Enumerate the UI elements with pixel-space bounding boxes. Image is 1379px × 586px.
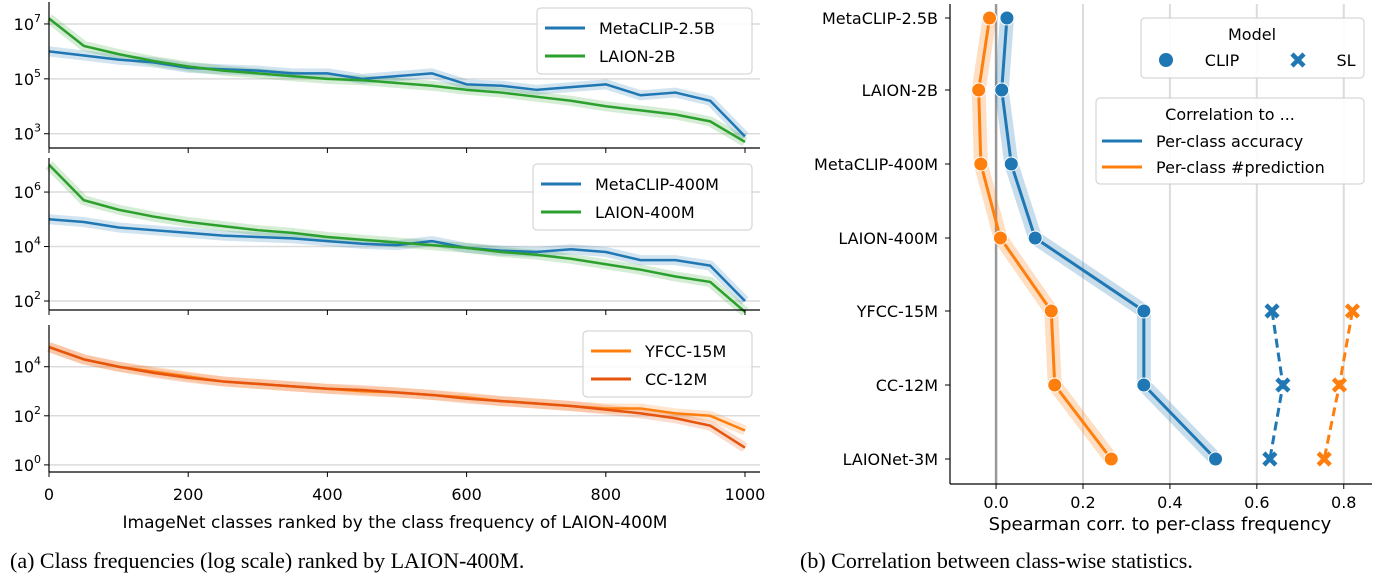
data-point	[1027, 230, 1043, 246]
data-point	[1003, 156, 1019, 172]
data-point	[1103, 451, 1119, 467]
data-point-x	[1331, 377, 1347, 393]
caption-b: (b) Correlation between class-wise stati…	[800, 548, 1193, 573]
legend-model-title: Model	[1228, 25, 1276, 44]
y-tick-label: LAION-400M	[838, 229, 938, 248]
y-tick-label: 103	[14, 122, 41, 144]
data-point	[982, 10, 998, 26]
x-tick-label: 0	[44, 485, 54, 504]
series-line-LAION-2B	[48, 17, 746, 144]
x-tick-label: 0.2	[1070, 493, 1095, 512]
data-point-x	[1344, 303, 1361, 319]
x-tick-label: 0.4	[1157, 493, 1182, 512]
y-tick-label: LAIONet-3M	[843, 450, 938, 469]
legend-box	[536, 7, 753, 75]
data-point	[992, 230, 1008, 246]
legend-label: MetaCLIP-2.5B	[599, 19, 715, 38]
y-tick-label: 106	[14, 180, 41, 202]
legend-label: Per-class #prediction	[1156, 158, 1325, 177]
y-tick-label: 102	[14, 404, 41, 426]
y-tick-label: YFCC-15M	[856, 302, 938, 321]
legend-label: YFCC-15M	[644, 342, 726, 361]
legend-label: CLIP	[1205, 51, 1240, 70]
x-tick-label: 0.6	[1244, 493, 1269, 512]
legend-label: LAION-400M	[595, 203, 695, 222]
legend-x-marker	[1290, 52, 1306, 68]
legend-model-box	[1140, 17, 1365, 79]
data-point	[1047, 377, 1063, 393]
series-line-MetaCLIP-2.5B	[48, 50, 746, 138]
legend-label: SL	[1336, 51, 1355, 70]
caption-a: (a) Class frequencies (log scale) ranked…	[10, 548, 525, 573]
data-point	[999, 10, 1015, 26]
x-tick-label: 1000	[725, 485, 766, 504]
data-point	[994, 82, 1010, 98]
legend-label: LAION-2B	[599, 47, 675, 66]
y-tick-label: 104	[14, 355, 41, 377]
y-tick-label: MetaCLIP-2.5B	[822, 9, 938, 28]
x-axis-label: ImageNet classes ranked by the class fre…	[123, 513, 668, 533]
data-point	[973, 156, 989, 172]
legend-corr-box	[1095, 97, 1365, 185]
y-tick-label: LAION-2B	[862, 81, 938, 100]
series-line-LAION-400M	[48, 163, 746, 313]
legend-corr-title: Correlation to ...	[1165, 105, 1295, 124]
legend-circle-marker	[1159, 53, 1173, 67]
series-line-CC-12M	[48, 345, 746, 449]
legend-label: MetaCLIP-400M	[595, 175, 719, 194]
x-tick-label: 400	[312, 485, 343, 504]
legend-box	[532, 163, 753, 231]
x-tick-label: 0.0	[983, 493, 1008, 512]
legend-label: Per-class accuracy	[1156, 132, 1303, 151]
y-tick-label: 107	[14, 12, 41, 34]
x-tick-label: 600	[451, 485, 482, 504]
y-tick-label: 105	[14, 67, 41, 89]
x-tick-label: 800	[591, 485, 622, 504]
data-point-x	[1316, 451, 1332, 467]
y-tick-label: CC-12M	[876, 376, 938, 395]
legend-label: CC-12M	[645, 370, 707, 389]
data-point	[971, 82, 987, 98]
x-tick-label: 200	[173, 485, 204, 504]
y-tick-label: 104	[14, 235, 41, 257]
x-tick-label: 0.8	[1331, 493, 1356, 512]
data-point-x	[1264, 303, 1280, 319]
data-point	[1208, 451, 1224, 467]
data-point	[1136, 303, 1152, 319]
y-tick-label: 102	[14, 289, 41, 311]
data-point-x	[1275, 377, 1291, 393]
y-tick-label: 100	[14, 453, 41, 475]
series-line-MetaCLIP-400M	[48, 218, 746, 302]
data-point	[1043, 303, 1059, 319]
x-axis-label: Spearman corr. to per-class frequency	[989, 514, 1332, 535]
y-tick-label: MetaCLIP-400M	[814, 155, 938, 174]
data-point-x	[1262, 451, 1278, 467]
data-point	[1136, 377, 1152, 393]
